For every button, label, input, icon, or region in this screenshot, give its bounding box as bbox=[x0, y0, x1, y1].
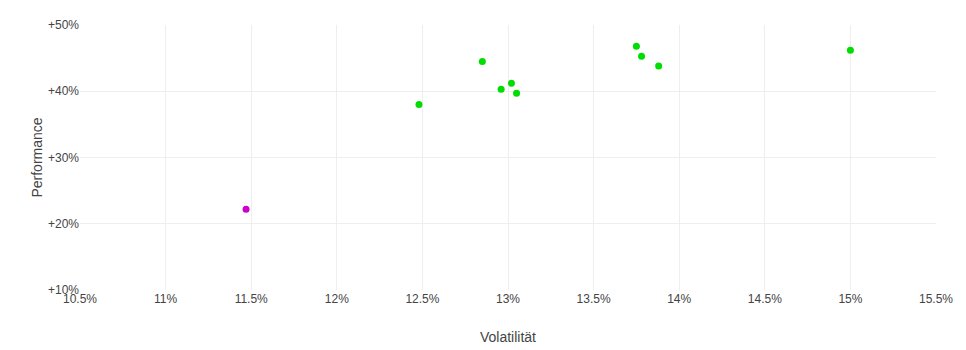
svg-text:11%: 11% bbox=[154, 292, 177, 306]
svg-text:12.5%: 12.5% bbox=[405, 292, 439, 306]
svg-text:+30%: +30% bbox=[48, 151, 79, 165]
svg-text:+20%: +20% bbox=[48, 217, 79, 231]
svg-text:+50%: +50% bbox=[48, 18, 79, 32]
svg-text:+10%: +10% bbox=[48, 283, 79, 297]
svg-text:13.5%: 13.5% bbox=[577, 292, 611, 306]
svg-text:14%: 14% bbox=[667, 292, 691, 306]
svg-text:13%: 13% bbox=[496, 292, 520, 306]
svg-text:+40%: +40% bbox=[48, 84, 79, 98]
svg-text:Volatilität: Volatilität bbox=[480, 329, 536, 345]
svg-text:14.5%: 14.5% bbox=[748, 292, 782, 306]
svg-text:Performance: Performance bbox=[29, 117, 45, 197]
svg-text:15.5%: 15.5% bbox=[919, 292, 953, 306]
svg-text:10.5%: 10.5% bbox=[63, 292, 97, 306]
svg-text:12%: 12% bbox=[325, 292, 349, 306]
svg-text:11.5%: 11.5% bbox=[235, 292, 268, 306]
svg-text:15%: 15% bbox=[838, 292, 862, 306]
